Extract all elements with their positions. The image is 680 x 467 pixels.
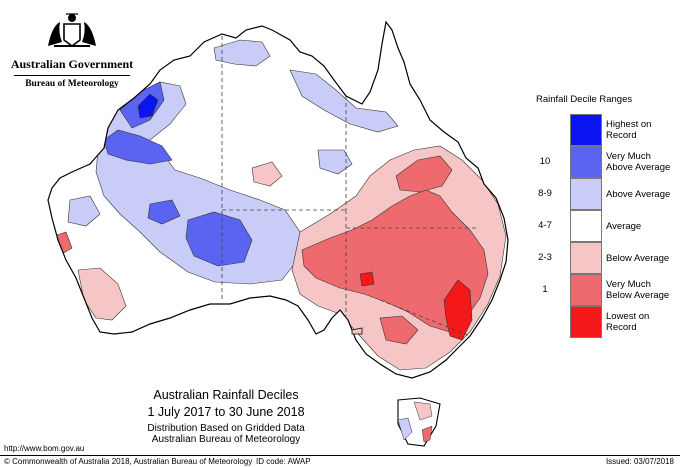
legend-key: 8-9 xyxy=(538,188,552,199)
legend-key: 4-7 xyxy=(538,220,552,231)
region-very-much-above-west2 xyxy=(147,199,181,225)
region-very-much-below-vic xyxy=(379,315,419,345)
region-above-average-sw xyxy=(67,195,101,227)
region-above-average-central xyxy=(317,149,353,175)
map-title: Australian Rainfall Deciles xyxy=(153,388,299,402)
legend-key xyxy=(527,306,563,338)
legend-swatch-below xyxy=(570,242,602,274)
legend-key xyxy=(527,114,563,146)
bom-url-link[interactable]: http://www.bom.gov.au xyxy=(4,444,85,453)
legend-label: Lowest on Record xyxy=(606,311,650,333)
id-code: ID code: AWAP xyxy=(256,457,311,466)
government-name: Australian Government xyxy=(10,57,134,71)
header-divider xyxy=(14,75,130,76)
legend-swatch-above xyxy=(570,178,602,210)
map-period: 1 July 2017 to 30 June 2018 xyxy=(147,405,305,419)
tasmania-very-much-below xyxy=(421,425,433,443)
map-note-line1: Distribution Based on Gridded Data xyxy=(147,423,305,434)
region-lowest-on-record-sa xyxy=(359,271,375,287)
region-very-much-below-main xyxy=(301,189,489,333)
region-very-much-below-qld xyxy=(395,155,453,193)
legend-labels: Highest on Record Very Much Above Averag… xyxy=(606,114,678,338)
legend-keys: 10 8-9 4-7 2-3 1 xyxy=(527,114,563,338)
legend-key: 1 xyxy=(542,284,548,295)
region-above-average-gulf xyxy=(289,69,399,133)
coat-of-arms-icon xyxy=(48,13,96,47)
state-borders xyxy=(221,36,478,337)
tasmania-below-average xyxy=(413,401,433,421)
legend-label: Highest on Record xyxy=(606,119,652,141)
australia-outline xyxy=(47,20,509,379)
footer-divider xyxy=(0,455,680,456)
issued-date: Issued: 03/07/2018 xyxy=(605,457,674,466)
region-below-average-nt xyxy=(251,161,283,187)
legend-swatches xyxy=(570,114,602,338)
region-lowest-on-record-nsw xyxy=(443,279,473,341)
legend-swatch-highest xyxy=(570,114,602,146)
legend-label: Average xyxy=(606,220,642,232)
region-very-much-above-interior xyxy=(185,211,253,267)
tasmania-above-average xyxy=(397,417,413,441)
legend-label: Very Much Below Average xyxy=(606,279,670,301)
legend-swatch-lowest xyxy=(570,306,602,338)
map-title-block: Australian Rainfall Deciles 1 July 2017 … xyxy=(126,388,326,445)
legend-label: Below Average xyxy=(606,252,670,264)
copyright-text: © Commonwealth of Australia 2018, Austra… xyxy=(4,457,253,466)
legend-key: 10 xyxy=(539,156,551,167)
legend-swatch-average xyxy=(570,210,602,242)
region-very-much-above-pilbara xyxy=(103,129,173,165)
region-highest-on-record xyxy=(137,93,159,119)
legend-key: 2-3 xyxy=(538,252,552,263)
legend-title: Rainfall Decile Ranges xyxy=(536,94,633,105)
government-logo: Australian Government Bureau of Meteorol… xyxy=(8,10,136,89)
legend-swatch-very-much-above xyxy=(570,146,602,178)
legend-label: Above Average xyxy=(606,188,671,200)
legend-label: Very Much Above Average xyxy=(606,151,671,173)
bureau-name: Bureau of Meteorology xyxy=(25,79,119,89)
legend-swatch-very-much-below xyxy=(570,274,602,306)
kangaroo-island xyxy=(351,327,363,335)
region-above-average-topend xyxy=(213,39,271,67)
map-note-line2: Australian Bureau of Meteorology xyxy=(151,434,301,445)
